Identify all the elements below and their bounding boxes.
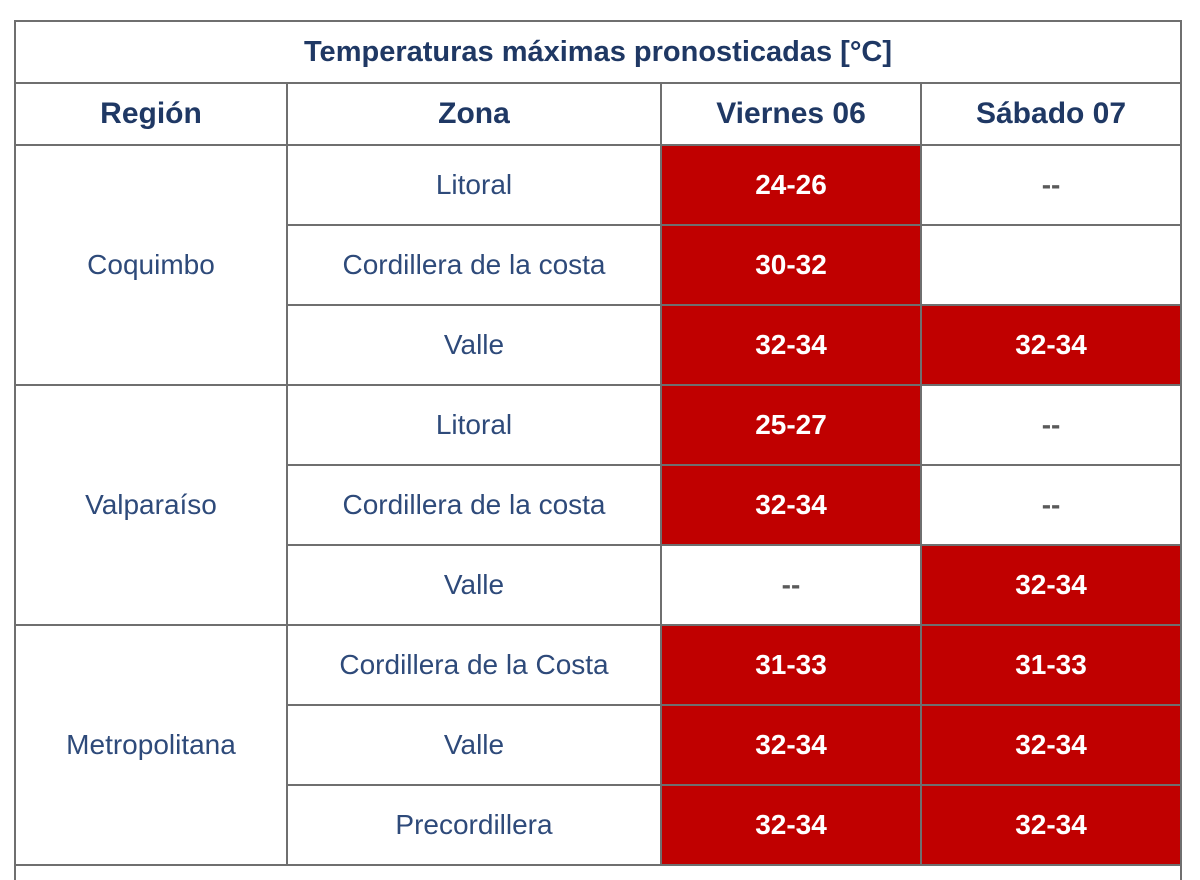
zone-cell: Valle [286,544,662,626]
friday-value: 32-34 [660,704,922,786]
zone-cell: Cordillera de la costa [286,464,662,546]
region-metropolitana: Metropolitana [14,624,288,866]
title-row: Temperaturas máximas pronosticadas [°C] [13,20,1183,84]
header-row: Región Zona Viernes 06 Sábado 07 [14,82,1183,146]
zone-cell: Litoral [286,384,662,466]
table-row: Valparaíso Litoral 25-27 -- [14,384,1183,626]
saturday-value: 32-34 [919,544,1183,626]
table-row: Valle 32-34 32-34 [15,304,1183,386]
header-zone: Zona [286,82,662,146]
zone-cell: Precordillera [286,784,662,866]
saturday-value: -- [919,384,1183,466]
forecast-table-container: Temperaturas máximas pronosticadas [°C] … [13,20,1183,880]
zone-cell: Cordillera de la costa [286,224,662,306]
friday-value: 32-34 [660,784,922,866]
friday-value: 24-26 [660,144,922,226]
table-row: Coquimbo Litoral 24-26 -- [14,144,1183,386]
saturday-value: -- [919,464,1183,546]
friday-value: -- [660,544,922,626]
zone-cell: Cordillera de la Costa [286,624,662,706]
header-friday: Viernes 06 [660,82,922,146]
footer-row [13,864,1183,880]
table-row: Valle -- 32-34 [15,544,1183,626]
friday-value: 31-33 [660,624,922,706]
table-row: Cordillera de la costa 32-34 -- [15,464,1183,546]
region-valparaiso: Valparaíso [14,384,288,626]
saturday-value [919,224,1183,306]
saturday-value: -- [919,144,1183,226]
friday-value: 32-34 [660,304,922,386]
zone-cell: Valle [286,304,662,386]
zone-cell: Valle [286,704,662,786]
table-row: Metropolitana Cordillera de la Costa 31-… [14,624,1183,866]
table-row: Precordillera 32-34 32-34 [15,784,1183,866]
footer-cell [13,864,1183,880]
table-row: Valle 32-34 32-34 [15,704,1183,786]
region-coquimbo: Coquimbo [14,144,288,386]
saturday-value: 32-34 [919,304,1183,386]
zone-cell: Litoral [286,144,662,226]
saturday-value: 32-34 [919,784,1183,866]
friday-value: 25-27 [660,384,922,466]
header-region: Región [14,82,288,146]
friday-value: 32-34 [660,464,922,546]
temperature-forecast-table: Temperaturas máximas pronosticadas [°C] … [13,20,1183,880]
saturday-value: 31-33 [919,624,1183,706]
header-saturday: Sábado 07 [919,82,1183,146]
friday-value: 30-32 [660,224,922,306]
table-row: Cordillera de la costa 30-32 [15,224,1183,306]
saturday-value: 32-34 [919,704,1183,786]
table-title: Temperaturas máximas pronosticadas [°C] [13,20,1183,84]
